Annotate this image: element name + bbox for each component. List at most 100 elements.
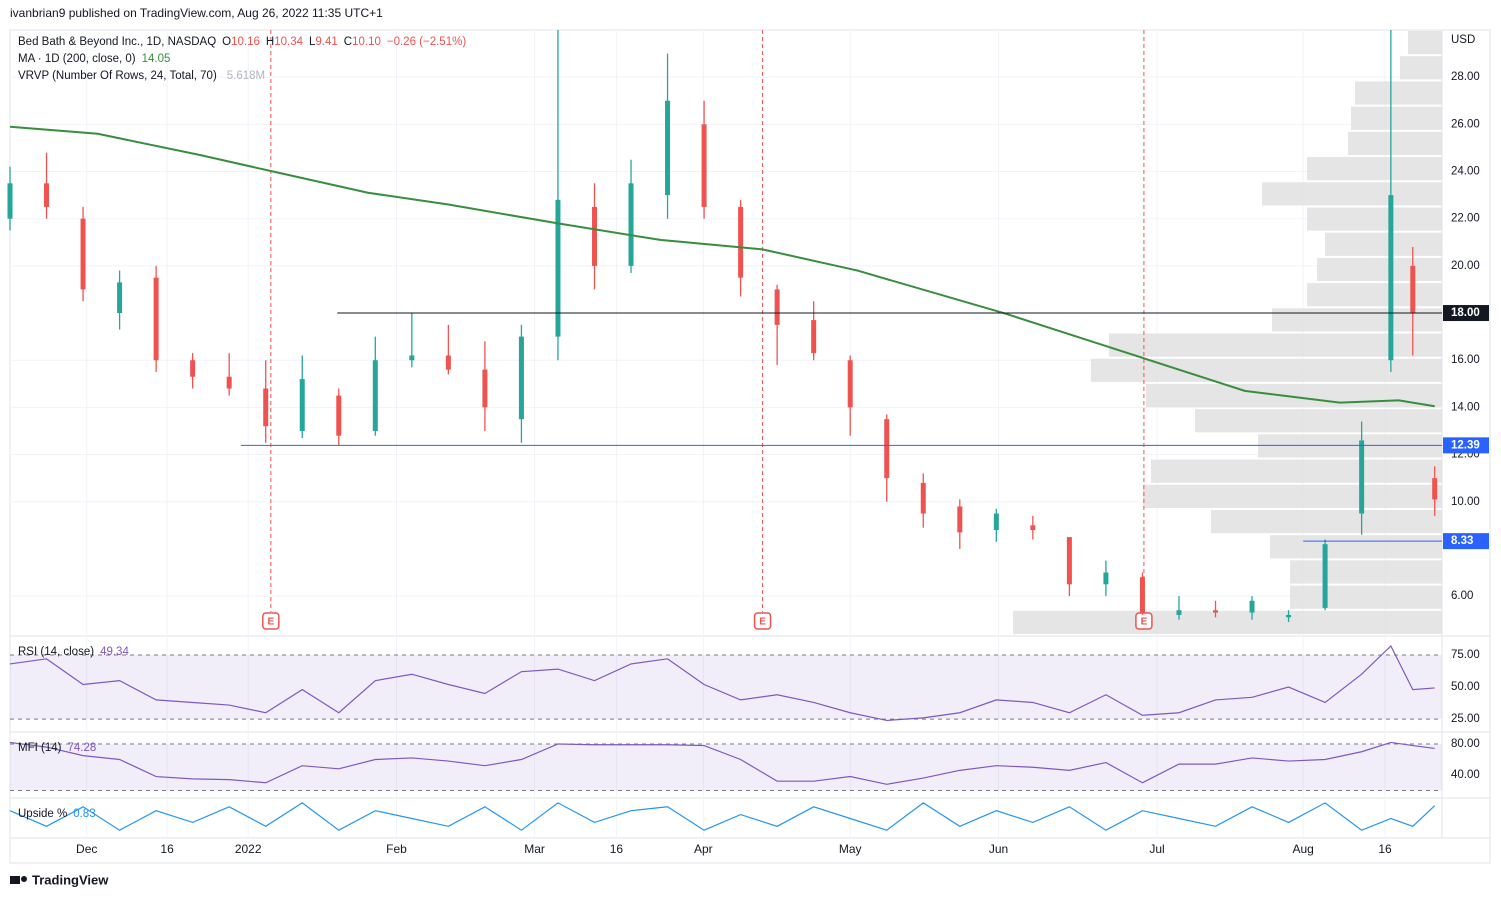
candle-body [1359,440,1365,514]
candle-body [44,183,50,207]
candle-body [409,355,415,361]
frame [9,29,1491,864]
brand: TradingView [32,872,109,887]
y-tick-label: 22.00 [1451,213,1480,225]
vrvp-value: 5.618M [227,70,265,82]
earnings-marker [753,612,772,630]
candle-body [1388,195,1394,361]
earnings-marker [1135,612,1153,630]
candle-body [372,360,378,431]
change: −0.26 (−2.51%) [387,36,466,48]
level-tag [1443,305,1489,322]
ohlc-value: 9.41 [315,36,337,48]
level-label: 12.39 [1451,439,1480,451]
candle-body [847,360,853,408]
earnings-label: E [759,617,766,628]
candle-body [701,124,707,207]
volume-profile-row [1290,585,1442,609]
volume-profile-row [1146,383,1442,408]
candle-body [7,183,13,219]
candle-body [190,360,196,377]
volume-profile-row [1151,459,1442,483]
candle-body [518,336,524,420]
candle-body [774,289,780,325]
volume-profile-row [1355,81,1442,105]
candle-body [263,388,269,427]
y-tick-label: 26.00 [1451,118,1480,130]
candle-body [482,369,488,408]
ohlc-label: O [222,36,231,48]
candle-body [1249,600,1255,613]
volume-profile-row [1325,232,1442,256]
candle-body [80,218,86,290]
y-tick-label: 28.00 [1451,71,1480,83]
volume-profile-row [1400,56,1442,80]
ohlc-label: C [344,36,352,48]
volume-profile-row [1211,509,1442,534]
earnings-marker [262,612,280,630]
candle-body [153,277,159,361]
y-tick-label: 10.00 [1451,496,1480,508]
y-tick-label: 24.00 [1451,166,1480,178]
indicator-line [9,644,1435,722]
volume-profile-row [1143,484,1442,508]
candle-body [117,282,123,314]
ma-title: MA · 1D (200, close, 0) [18,53,136,65]
x-tick-label: Apr [694,842,713,856]
volume-profile-row [1408,31,1442,55]
candle-body [665,100,671,196]
volume-profile-row [1351,106,1442,130]
candle-body [1286,614,1292,618]
x-tick-label: 16 [1378,842,1392,856]
x-tick-label: May [839,842,862,856]
level-label: 18.00 [1451,307,1480,319]
x-tick-label: Jun [989,842,1008,856]
volume-profile-row [1270,535,1442,559]
volume-profile-row [1307,157,1442,181]
candle-body [957,506,963,533]
volume-profile-row [1091,358,1442,382]
y-tick-label: 25.00 [1451,713,1480,725]
candle-body [555,199,561,337]
indicator-band [10,654,1442,720]
candle-body [336,395,342,436]
candle-body [445,355,451,370]
x-tick-label: Aug [1293,842,1314,856]
candle-body [811,320,817,354]
publisher: ivanbrian9 published on TradingView.com,… [10,6,383,20]
symbol-title: Bed Bath & Beyond Inc., 1D, NASDAQ [18,36,216,48]
level-label: 8.33 [1451,535,1473,547]
volume-profile-row [1317,257,1442,282]
x-tick-label: Feb [386,842,407,856]
y-tick-label: 20.00 [1451,260,1480,272]
candle-body [738,206,744,278]
ohlc-label: L [309,36,316,48]
indicator-title: RSI (14, close) [18,646,94,658]
indicator-value: 74.28 [67,742,96,754]
x-tick-label: 2022 [235,842,262,856]
y-tick-label: 80.00 [1451,738,1480,750]
y-tick-label: 14.00 [1451,401,1480,413]
y-tick-label: 50.00 [1451,681,1480,693]
x-tick-label: Mar [524,842,545,856]
brand-logo [10,876,27,884]
level-tag [1443,437,1489,454]
indicator-title: Upside % [18,808,67,820]
candle-body [1432,478,1438,500]
candle-body [299,379,305,431]
ohlc-value: 10.34 [274,36,303,48]
candle-body [1410,265,1416,314]
volume-profile-row [1272,308,1442,332]
vrvp-title: VRVP (Number Of Rows, 24, Total, 70) [18,70,217,82]
candle-body [884,419,890,479]
candle-body [1066,537,1072,585]
indicator-value: 0.83 [73,808,95,820]
volume-profile-row [1195,409,1442,433]
x-tick-label: 16 [160,842,174,856]
ohlc-value: 10.16 [231,36,260,48]
indicator-band [10,744,1442,791]
candle-body [628,183,634,266]
currency: USD [1451,34,1475,46]
